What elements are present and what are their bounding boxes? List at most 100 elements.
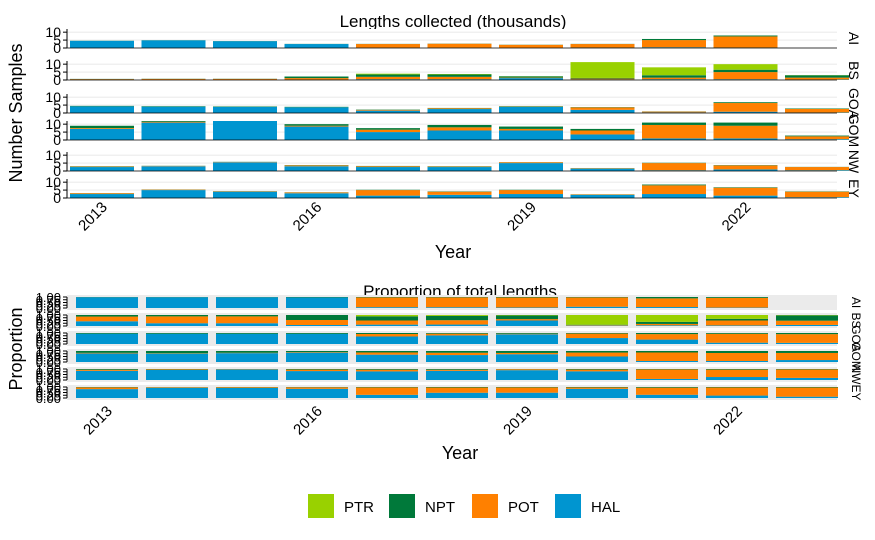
pbar-nw-2022-pot [706, 369, 768, 378]
x-tick-label: 2019 [500, 403, 536, 439]
bar-goa-2014-hal [141, 106, 206, 113]
pbar-gom-2020-pot [566, 352, 628, 357]
pbar-nw-2021-hal [636, 378, 698, 380]
y-tick-label: 0.50 [36, 332, 61, 347]
pbar-gom-2022-hal [706, 361, 768, 362]
bar-gom-2023-pot [785, 136, 849, 140]
y-tick-label: 10 [45, 56, 61, 72]
bar-ey-2017-hal [356, 195, 420, 198]
y-tick-label: 0.00 [36, 355, 61, 370]
bar-bs-2021-ptr [642, 67, 706, 76]
pbar-nw-2020-hal [566, 371, 628, 380]
bar-ai-2019-pot [499, 44, 563, 48]
bottom-facet-goa: 0.000.250.500.751.00 GOA [36, 325, 863, 352]
facet-label-ey: EY [846, 179, 862, 198]
y-tick-label: 0.50 [36, 386, 61, 401]
pbar-nw-2018-pot [426, 369, 488, 371]
bottom-facet-nw: 0.000.250.500.751.00 NW [36, 362, 863, 388]
bar-gom-2021-npt [642, 122, 706, 125]
pbar-bs-2018-npt [426, 315, 488, 321]
facet-label-bs: BS [846, 61, 862, 80]
pbar-ey-2023-pot [776, 387, 838, 397]
bottom-y-axis-label: Proportion [6, 307, 26, 390]
y-tick-label: 0.75 [36, 365, 61, 380]
y-tick-label: 0.50 [36, 314, 61, 329]
bar-ey-2016-hal [284, 193, 349, 198]
bar-gom-2021-hal [642, 138, 706, 140]
pbar-goa-2021-pot [636, 334, 698, 340]
bar-nw-2014-hal [141, 166, 206, 171]
bar-gom-2021-pot [642, 124, 706, 139]
pbar-ey-2016-pot [286, 387, 348, 389]
pbar-goa-2015-hal [216, 333, 278, 344]
pbar-goa-2014-npt [146, 333, 208, 334]
bar-gom-2018-hal [427, 130, 492, 140]
pbar-ey-2020-hal [566, 388, 628, 398]
pbar-nw-2013-hal [76, 370, 138, 380]
pbar-goa-2013-npt [76, 333, 138, 334]
bar-gom-2016-pot [284, 125, 349, 127]
y-tick-label: 5 [53, 182, 61, 198]
bar-ey-2013-pot [70, 193, 134, 195]
pbar-goa-2018-npt [426, 333, 488, 334]
pbar-nw-2018-hal [426, 370, 488, 380]
pbar-bs-2021-hal [636, 325, 698, 326]
pbar-gom-2018-npt [426, 351, 488, 353]
pbar-nw-2019-pot [496, 369, 558, 371]
pbar-ai-2019-pot [496, 297, 558, 308]
pbar-gom-2023-pot [776, 352, 838, 361]
pbar-ai-2020-pot [566, 297, 628, 307]
pbar-gom-2021-hal [636, 361, 698, 362]
bar-ey-2019-pot [499, 190, 563, 195]
pbar-bs-2023-npt [776, 315, 838, 321]
pbar-nw-2023-pot [776, 369, 838, 378]
y-tick-label: 5 [53, 64, 61, 80]
bottom-facet-ai: 0.000.250.500.751.00 AI [36, 290, 863, 316]
bar-ey-2020-hal [570, 194, 635, 198]
bar-gom-2020-npt [570, 128, 635, 131]
pbar-gom-2018-hal [426, 355, 488, 362]
bar-ai-2013-hal [70, 40, 134, 48]
pbar-bs-2015-hal [216, 323, 278, 326]
bar-ey-2021-npt [642, 184, 706, 186]
pbar-nw-2013-npt [76, 369, 138, 370]
bar-gom-2019-hal [499, 130, 563, 140]
pbar-ey-2019-pot [496, 387, 558, 393]
y-tick-label: 1.00 [36, 362, 61, 377]
y-tick-label: 0 [53, 40, 61, 56]
y-tick-label: 0.25 [36, 352, 61, 367]
pbar-gom-2017-npt [356, 351, 418, 353]
bar-nw-2022-hal [713, 169, 778, 171]
pbar-goa-2016-hal [286, 333, 348, 344]
pbar-gom-2021-pot [636, 352, 698, 361]
bar-gom-2017-hal [356, 132, 420, 140]
bar-goa-2018-pot [427, 108, 492, 110]
bar-goa-2022-pot [713, 103, 778, 112]
pbar-goa-2019-pot [496, 333, 558, 335]
bar-bs-2016-npt [284, 76, 349, 79]
y-tick-label: 0.25 [36, 388, 61, 403]
bar-gom-2022-pot [713, 125, 778, 139]
pbar-bs-2017-npt [356, 316, 418, 321]
bar-nw-2018-hal [427, 167, 492, 171]
pbar-goa-2015-npt [216, 333, 278, 334]
x-tick-label: 2016 [290, 403, 326, 439]
x-tick-label: 2016 [290, 199, 326, 235]
bar-ai-2021-npt [642, 38, 706, 41]
bar-ey-2018-pot [427, 191, 492, 195]
y-tick-label: 0.75 [36, 347, 61, 362]
pbar-ey-2015-hal [216, 388, 278, 398]
y-tick-label: 0 [53, 72, 61, 88]
pbar-goa-2014-hal [146, 333, 208, 344]
bar-gom-2014-npt [141, 121, 206, 122]
bar-bs-2014-pot [141, 78, 206, 80]
bar-ai-2015-hal [213, 41, 277, 48]
pbar-gom-2020-npt [566, 351, 628, 353]
pbar-nw-2022-npt [706, 369, 768, 370]
bar-goa-2019-hal [499, 106, 563, 113]
pbar-ai-2017-pot [356, 297, 418, 308]
